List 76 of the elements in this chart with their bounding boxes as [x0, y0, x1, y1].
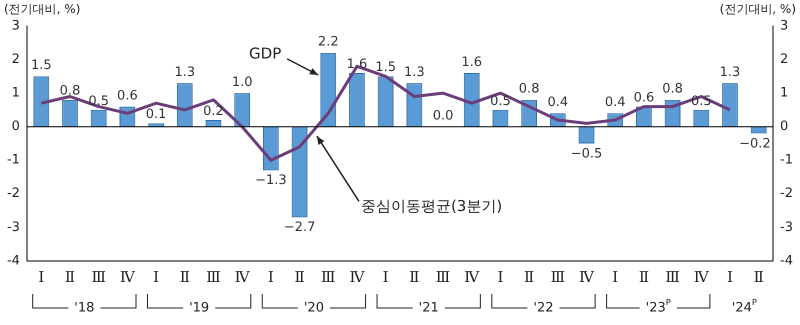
y2-tick-label: 1 [780, 86, 788, 101]
text: '19 [189, 300, 210, 316]
y-tick-label: 0 [12, 119, 20, 134]
text: '18 [74, 300, 94, 316]
data-label: 1.3 [404, 64, 425, 80]
x-tick-label: Ⅳ [234, 268, 251, 286]
data-label: 0.4 [604, 95, 626, 110]
x-tick-label: Ⅲ [665, 268, 680, 286]
x-tick-label: Ⅰ [382, 268, 389, 286]
y2-tick-label: 0 [780, 119, 788, 134]
y2-tick-label: -3 [780, 220, 794, 235]
data-label: 0.6 [117, 88, 138, 104]
x-tick-label: Ⅲ [550, 268, 566, 286]
text: '21 [418, 300, 439, 316]
data-label: 2.2 [318, 34, 339, 50]
data-label: −1.3 [255, 173, 287, 188]
y-tick-label: -2 [6, 186, 20, 202]
y2-tick-label: -1 [780, 152, 794, 168]
data-label: 0.0 [432, 108, 454, 124]
x-tick-label: Ⅱ [409, 268, 420, 286]
y-tick-label: 1 [12, 86, 20, 101]
data-label: 1.6 [461, 54, 482, 70]
data-label: 0.4 [547, 95, 568, 110]
data-label: 0.8 [518, 82, 540, 97]
data-label: 1.6 [346, 56, 368, 72]
data-label: 1.0 [232, 75, 253, 90]
x-tick-label: Ⅳ [464, 268, 480, 286]
data-label: 1.3 [174, 64, 196, 80]
x-tick-label: Ⅲ [436, 268, 450, 286]
data-label: 1.3 [720, 64, 740, 80]
x-tick-label: Ⅰ [153, 268, 160, 286]
x-tick-label: Ⅲ [321, 268, 336, 286]
x-tick-label: Ⅱ [638, 268, 650, 286]
data-label: 0.8 [662, 82, 683, 97]
data-label: 0.2 [203, 104, 224, 119]
y-tick-label: 2 [12, 52, 20, 67]
data-label: 1.5 [375, 60, 396, 76]
data-label: 0.5 [88, 94, 110, 109]
data-label: −2.7 [284, 220, 316, 236]
x-tick-label: Ⅰ [727, 268, 734, 286]
x-tick-label: Ⅱ [180, 268, 190, 286]
y-tick-label: -4 [6, 253, 20, 268]
text: GDP [249, 44, 282, 63]
data-label: 0.5 [490, 94, 511, 109]
x-tick-label: Ⅰ [497, 268, 504, 286]
data-label: −0.2 [739, 136, 771, 152]
x-tick-label: Ⅰ [38, 268, 44, 286]
x-tick-label: Ⅲ [91, 268, 106, 286]
y2-tick-label: 3 [780, 18, 788, 34]
x-tick-label: Ⅲ [206, 268, 221, 286]
x-tick-label: Ⅱ [524, 268, 534, 286]
y2-tick-label: 2 [780, 52, 788, 67]
x-tick-label: Ⅱ [294, 268, 305, 286]
text: '22 [533, 300, 554, 316]
x-tick-label: Ⅳ [349, 268, 366, 286]
x-tick-label: Ⅳ [694, 268, 710, 286]
x-tick-label: Ⅱ [754, 268, 764, 286]
y2-axis-title: (전기대비, %) [720, 2, 796, 16]
x-tick-label: Ⅰ [612, 268, 618, 286]
y2-tick-label: -2 [780, 186, 794, 202]
data-label: −0.5 [570, 146, 602, 162]
text: 중심이동평균(3분기) [360, 197, 502, 216]
data-label: 0.1 [146, 107, 166, 122]
data-label: 0.8 [60, 84, 80, 99]
data-label: 0.6 [634, 90, 654, 106]
x-tick-label: Ⅰ [268, 268, 274, 286]
x-tick-label: Ⅳ [579, 268, 596, 286]
x-tick-label: Ⅳ [120, 268, 136, 286]
y-tick-label: -3 [6, 220, 20, 235]
y-axis-title: (전기대비, %) [4, 2, 80, 16]
text: '20 [304, 300, 324, 316]
y-tick-label: -1 [6, 152, 20, 168]
y2-tick-label: -4 [780, 253, 794, 268]
y-tick-label: 3 [12, 18, 20, 34]
data-label: 1.5 [30, 58, 52, 74]
x-tick-label: Ⅱ [64, 268, 76, 286]
